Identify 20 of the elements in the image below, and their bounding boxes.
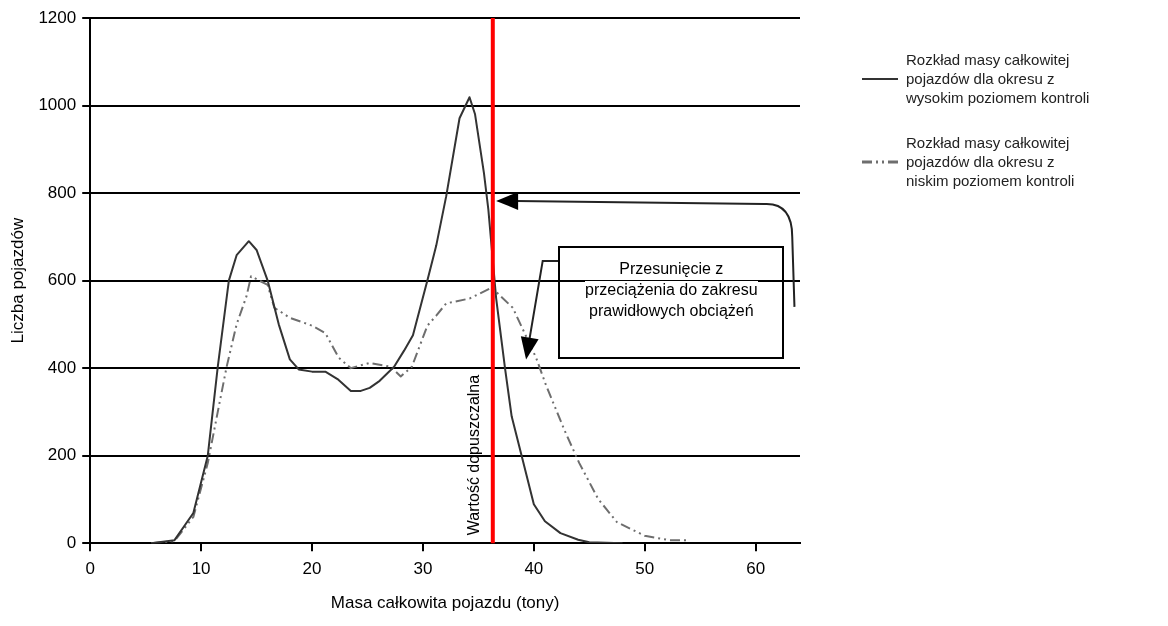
y-tick-label: 1200 [38, 7, 77, 27]
legend-label: Rozkład masy całkowitej pojazdów dla okresu z niskim poziomem kontroli [906, 133, 1076, 190]
y-tick-label: 600 [47, 270, 77, 290]
x-tick-label: 50 [635, 559, 655, 579]
y-tick-label: 1000 [38, 95, 77, 115]
x-tick-label: 30 [413, 559, 433, 579]
y-axis-title: Liczba pojazdów [7, 217, 27, 344]
x-axis-title: Masa całkowita pojazdu (tony) [330, 593, 560, 613]
x-tick-label: 10 [191, 559, 211, 579]
x-tick-label: 20 [302, 559, 322, 579]
x-tick-label: 60 [746, 559, 766, 579]
y-tick-label: 200 [47, 445, 77, 465]
x-tick-label: 0 [85, 559, 95, 579]
y-tick-label: 400 [47, 357, 77, 377]
y-tick-label: 800 [47, 182, 77, 202]
y-tick-label: 0 [66, 532, 77, 552]
ref-line-label: Wartość dopuszczalna [465, 374, 483, 536]
x-tick-label: 40 [524, 559, 544, 579]
legend-label: Rozkład masy całkowitej pojazdów dla okresu z wysokim poziomem kontroli [906, 50, 1091, 107]
annotation: Przesunięcie z przeciążenia do zakresu prawidłowych obciążeń [585, 259, 758, 319]
